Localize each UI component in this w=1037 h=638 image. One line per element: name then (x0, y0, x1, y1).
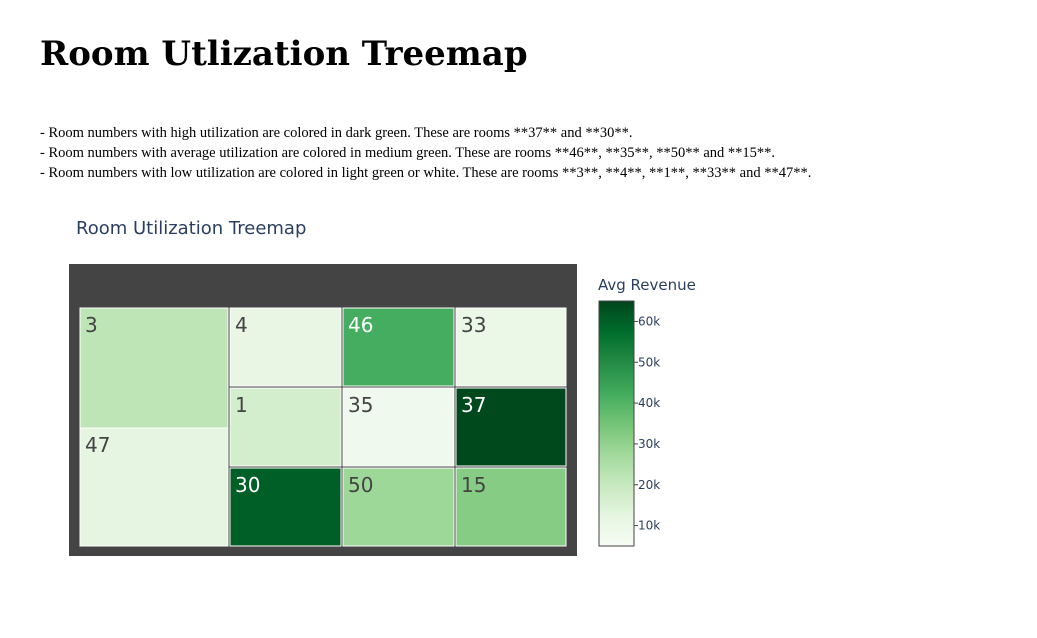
treemap-tile-label-room-37: 37 (461, 393, 486, 417)
colorbar-tick-label: 10k (638, 519, 660, 533)
note-low-utilization: - Room numbers with low utilization are … (40, 165, 812, 181)
treemap-tile-label-room-1: 1 (235, 393, 248, 417)
treemap-tile-room-1[interactable] (229, 387, 342, 467)
treemap-tile-label-room-46: 46 (348, 313, 373, 337)
colorbar-title: Avg Revenue (598, 276, 696, 294)
treemap-tile-label-room-47: 47 (85, 433, 110, 457)
treemap-tile-label-room-30: 30 (235, 473, 260, 497)
colorbar-tick-label: 20k (638, 478, 660, 492)
treemap-tile-label-room-33: 33 (461, 313, 486, 337)
colorbar (598, 300, 635, 547)
note-high-utilization: - Room numbers with high utilization are… (40, 125, 633, 141)
treemap-tile-room-47[interactable] (79, 427, 229, 547)
colorbar-tick-label: 30k (638, 437, 660, 451)
treemap-chart: Room Utilization Treemap 3 47 4 1 30 46 35 50 33… (69, 218, 696, 556)
treemap-tile-room-4[interactable] (229, 307, 342, 387)
chart-title: Room Utilization Treemap (76, 218, 306, 239)
treemap-tile-label-room-3: 3 (85, 313, 98, 337)
treemap-tile-label-room-50: 50 (348, 473, 373, 497)
treemap-tile-label-room-15: 15 (461, 473, 486, 497)
treemap-tile-room-15[interactable] (455, 467, 567, 547)
colorbar-tick-label: 60k (638, 314, 660, 328)
notes-list: - Room numbers with high utilization are… (40, 123, 811, 183)
colorbar-tick-label: 50k (638, 355, 660, 369)
treemap-tile-room-33[interactable] (455, 307, 567, 387)
treemap-tile-label-room-4: 4 (235, 313, 248, 337)
treemap-tile-room-35[interactable] (342, 387, 455, 467)
treemap-tile-room-50[interactable] (342, 467, 455, 547)
note-average-utilization: - Room numbers with average utilization … (40, 145, 776, 161)
treemap-tile-room-37[interactable] (455, 387, 567, 467)
treemap-tile-room-46[interactable] (342, 307, 455, 387)
treemap-tile-label-room-35: 35 (348, 393, 373, 417)
treemap-tile-room-30[interactable] (229, 467, 342, 547)
colorbar-tick-label: 40k (638, 396, 660, 410)
page-title: Room Utlization Treemap (40, 34, 528, 74)
treemap-tile-room-3[interactable] (79, 307, 229, 429)
